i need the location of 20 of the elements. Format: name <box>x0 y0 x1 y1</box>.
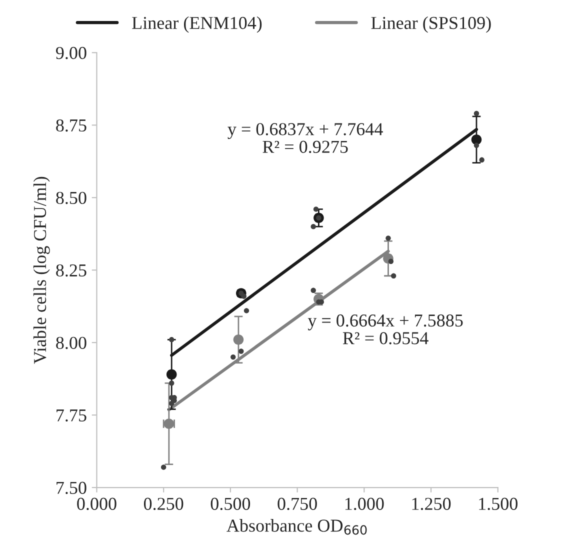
y-axis-title: Viable cells (log CFU/ml) <box>33 176 50 364</box>
legend-label: Linear (ENM104) <box>132 16 262 33</box>
x-tick-label: 0.500 <box>210 498 250 510</box>
x-tick-label: 1.000 <box>345 498 384 510</box>
x-tick-label: 0.750 <box>278 498 317 510</box>
y-tick-label: 8.25 <box>56 264 86 277</box>
y-tick-label: 7.50 <box>56 482 86 494</box>
y-tick-label: 7.75 <box>56 409 86 422</box>
x-tick-label: 0.000 <box>77 498 116 510</box>
y-tick-label: 8.00 <box>56 336 86 350</box>
x-tick-label: 1.250 <box>412 498 451 510</box>
y-tick-label: 9.00 <box>56 46 86 60</box>
x-axis-title: Absorbance OD$_{660}$ <box>226 519 367 535</box>
y-tick-label: 8.50 <box>56 192 86 204</box>
annotation: y = 0.6837x + 7.7644 R² = 0.9275 <box>228 123 383 154</box>
x-tick-label: 1.500 <box>479 498 518 510</box>
legend-label: Linear (SPS109) <box>371 16 491 33</box>
annotation: y = 0.6664x + 7.5885 R² = 0.9554 <box>308 314 463 344</box>
x-tick-label: 0.250 <box>144 498 184 510</box>
y-tick-label: 8.75 <box>56 119 86 132</box>
